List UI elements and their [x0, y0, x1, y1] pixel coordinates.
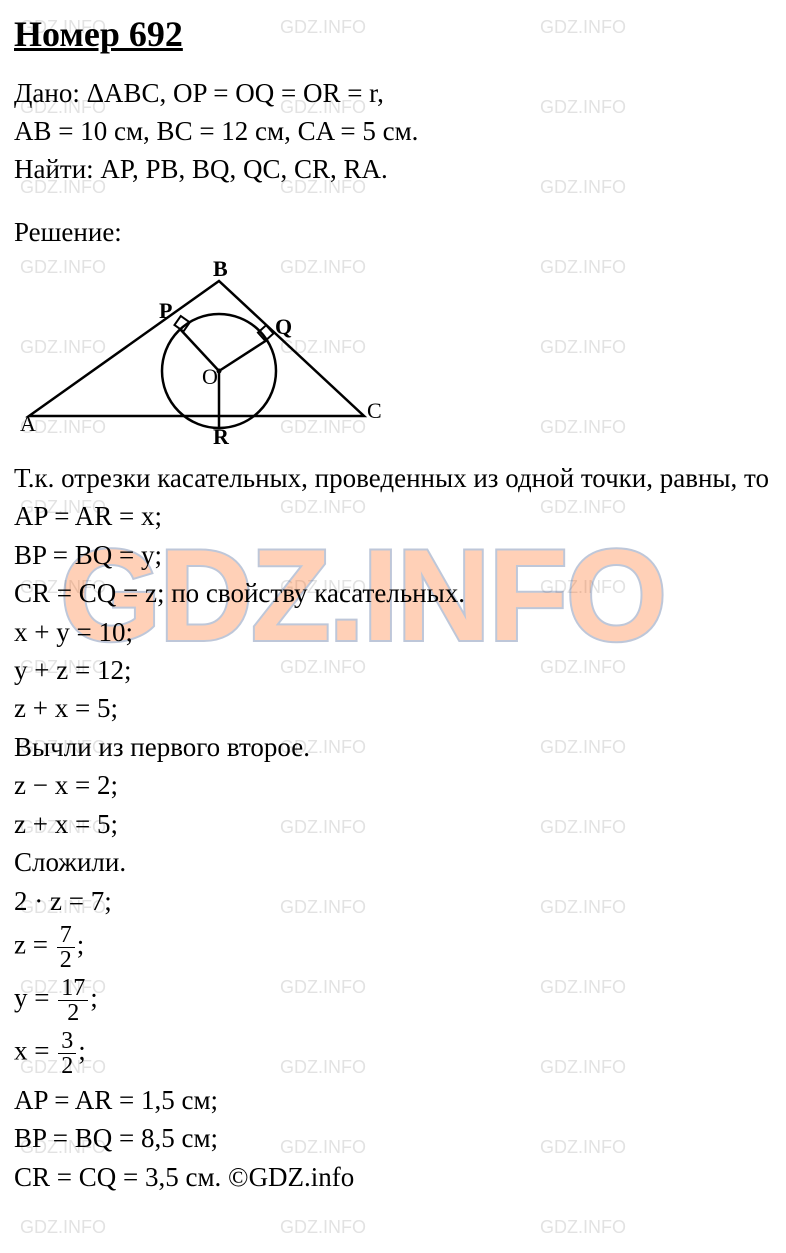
sol-line-13: z = 72;: [14, 923, 772, 972]
sol-line-1: Т.к. отрезки касательных, проведенных из…: [14, 460, 772, 496]
frac-17-2: 172: [58, 976, 88, 1025]
label-Q: Q: [275, 314, 292, 339]
given-line-1: Дано: ΔABC, OP = OQ = OR = r,: [14, 75, 772, 111]
eq-x-lhs: x =: [14, 1036, 56, 1066]
label-C: C: [367, 398, 382, 423]
sol-line-10: z + x = 5;: [14, 806, 772, 842]
sol-line-3: BP = BQ = y;: [14, 537, 772, 573]
label-A: A: [20, 411, 36, 436]
sol-line-12: 2 · z = 7;: [14, 883, 772, 919]
eq-y-lhs: y =: [14, 983, 56, 1013]
sol-line-4: CR = CQ = z; по свойству касательных.: [14, 575, 772, 611]
content: Номер 692 Дано: ΔABC, OP = OQ = OR = r, …: [0, 0, 786, 1207]
sol-line-8: Вычли из первого второе.: [14, 729, 772, 765]
diagram: A B C P Q R O: [14, 256, 772, 455]
sol-line-16: AP = AR = 1,5 см;: [14, 1082, 772, 1118]
sol-line-6: y + z = 12;: [14, 652, 772, 688]
label-O: O: [202, 364, 218, 389]
solution-header: Решение:: [14, 214, 772, 250]
label-B: B: [213, 256, 228, 281]
given-line-3: Найти: AP, PB, BQ, QC, CR, RA.: [14, 151, 772, 187]
eq-z-lhs: z =: [14, 930, 55, 960]
sol-line-2: AP = AR = x;: [14, 498, 772, 534]
sol-line-9: z − x = 2;: [14, 767, 772, 803]
sol-line-11: Сложили.: [14, 844, 772, 880]
frac-3-2: 32: [58, 1029, 76, 1078]
sol-line-14: y = 172;: [14, 976, 772, 1025]
frac-7-2: 72: [57, 923, 75, 972]
label-P: P: [159, 298, 172, 323]
sol-line-15: x = 32;: [14, 1029, 772, 1078]
sol-line-7: z + x = 5;: [14, 690, 772, 726]
label-R: R: [213, 424, 230, 446]
sol-line-18: CR = CQ = 3,5 см. ©GDZ.info: [14, 1159, 772, 1195]
watermark-text: GDZ.INFO: [20, 1215, 106, 1239]
watermark-text: GDZ.INFO: [280, 1215, 366, 1239]
watermark-text: GDZ.INFO: [540, 1215, 626, 1239]
sol-line-5: x + y = 10;: [14, 614, 772, 650]
given-line-2: AB = 10 см, BC = 12 см, CA = 5 см.: [14, 113, 772, 149]
sol-line-17: BP = BQ = 8,5 см;: [14, 1120, 772, 1156]
page-title: Номер 692: [14, 10, 772, 59]
